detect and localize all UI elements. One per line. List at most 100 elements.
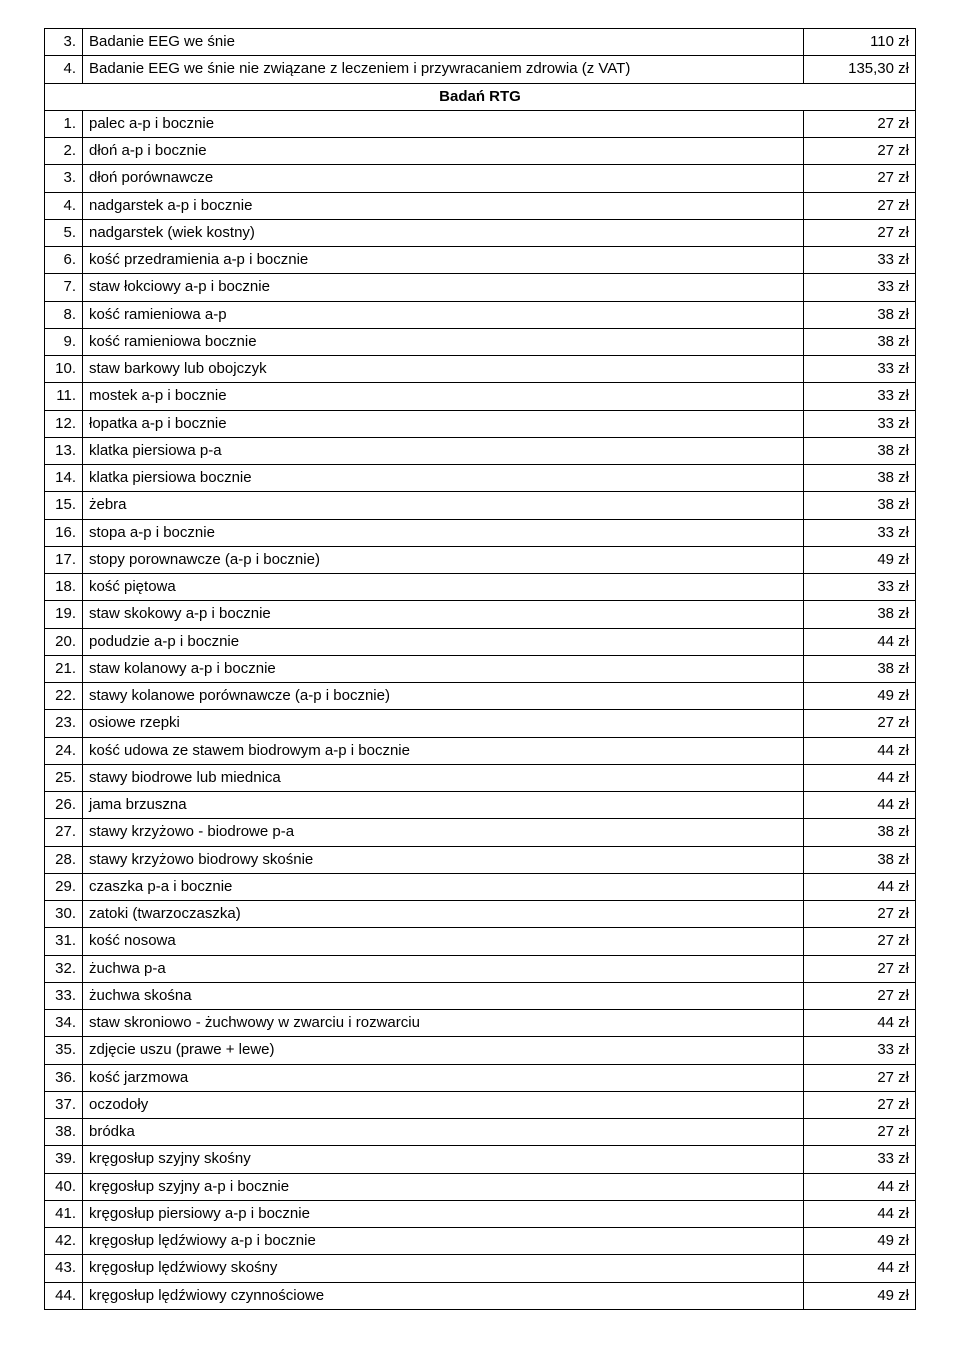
- price-table-body: 3.Badanie EEG we śnie110 zł4.Badanie EEG…: [45, 29, 916, 1310]
- table-row: 1.palec a-p i bocznie27 zł: [45, 110, 916, 137]
- row-description: oczodoły: [83, 1091, 804, 1118]
- row-number: 37.: [45, 1091, 83, 1118]
- row-price: 38 zł: [804, 655, 916, 682]
- table-row: 11.mostek a-p i bocznie33 zł: [45, 383, 916, 410]
- row-price: 49 zł: [804, 683, 916, 710]
- row-description: jama brzuszna: [83, 792, 804, 819]
- table-row: 24.kość udowa ze stawem biodrowym a-p i …: [45, 737, 916, 764]
- row-price: 27 zł: [804, 982, 916, 1009]
- row-number: 16.: [45, 519, 83, 546]
- row-description: kość przedramienia a-p i bocznie: [83, 247, 804, 274]
- table-row: 27.stawy krzyżowo - biodrowe p-a38 zł: [45, 819, 916, 846]
- row-description: osiowe rzepki: [83, 710, 804, 737]
- row-description: staw skokowy a-p i bocznie: [83, 601, 804, 628]
- row-price: 44 zł: [804, 1010, 916, 1037]
- row-price: 44 zł: [804, 737, 916, 764]
- row-description: żuchwa skośna: [83, 982, 804, 1009]
- table-row: Badań RTG: [45, 83, 916, 110]
- row-price: 27 zł: [804, 219, 916, 246]
- row-number: 31.: [45, 928, 83, 955]
- row-price: 33 zł: [804, 356, 916, 383]
- row-price: 44 zł: [804, 1255, 916, 1282]
- row-number: 39.: [45, 1146, 83, 1173]
- row-price: 27 zł: [804, 710, 916, 737]
- row-price: 27 zł: [804, 955, 916, 982]
- row-number: 8.: [45, 301, 83, 328]
- row-number: 25.: [45, 764, 83, 791]
- row-number: 18.: [45, 574, 83, 601]
- row-number: 19.: [45, 601, 83, 628]
- row-price: 44 zł: [804, 792, 916, 819]
- row-description: kręgosłup szyjny a-p i bocznie: [83, 1173, 804, 1200]
- row-description: palec a-p i bocznie: [83, 110, 804, 137]
- row-price: 38 zł: [804, 301, 916, 328]
- row-price: 38 zł: [804, 846, 916, 873]
- row-price: 27 zł: [804, 1064, 916, 1091]
- table-row: 42.kręgosłup lędźwiowy a-p i bocznie49 z…: [45, 1228, 916, 1255]
- table-row: 17.stopy porownawcze (a-p i bocznie)49 z…: [45, 546, 916, 573]
- row-description: kość jarzmowa: [83, 1064, 804, 1091]
- row-description: klatka piersiowa p-a: [83, 437, 804, 464]
- row-price: 33 zł: [804, 1037, 916, 1064]
- row-description: staw barkowy lub obojczyk: [83, 356, 804, 383]
- row-description: stawy krzyżowo - biodrowe p-a: [83, 819, 804, 846]
- row-number: 26.: [45, 792, 83, 819]
- table-row: 44.kręgosłup lędźwiowy czynnościowe49 zł: [45, 1282, 916, 1309]
- table-row: 25.stawy biodrowe lub miednica44 zł: [45, 764, 916, 791]
- table-row: 3.Badanie EEG we śnie110 zł: [45, 29, 916, 56]
- row-description: kość ramieniowa a-p: [83, 301, 804, 328]
- row-description: dłoń a-p i bocznie: [83, 138, 804, 165]
- price-table: 3.Badanie EEG we śnie110 zł4.Badanie EEG…: [44, 28, 916, 1310]
- row-number: 4.: [45, 192, 83, 219]
- row-number: 22.: [45, 683, 83, 710]
- row-description: podudzie a-p i bocznie: [83, 628, 804, 655]
- section-header: Badań RTG: [45, 83, 916, 110]
- row-number: 34.: [45, 1010, 83, 1037]
- table-row: 19.staw skokowy a-p i bocznie38 zł: [45, 601, 916, 628]
- table-row: 18.kość piętowa33 zł: [45, 574, 916, 601]
- row-number: 33.: [45, 982, 83, 1009]
- row-number: 9.: [45, 328, 83, 355]
- row-number: 35.: [45, 1037, 83, 1064]
- row-price: 33 zł: [804, 247, 916, 274]
- row-price: 44 zł: [804, 1200, 916, 1227]
- table-row: 34.staw skroniowo - żuchwowy w zwarciu i…: [45, 1010, 916, 1037]
- row-description: staw skroniowo - żuchwowy w zwarciu i ro…: [83, 1010, 804, 1037]
- table-row: 37.oczodoły27 zł: [45, 1091, 916, 1118]
- table-row: 22.stawy kolanowe porównawcze (a-p i boc…: [45, 683, 916, 710]
- row-description: kręgosłup lędźwiowy czynnościowe: [83, 1282, 804, 1309]
- row-number: 3.: [45, 165, 83, 192]
- row-description: nadgarstek a-p i bocznie: [83, 192, 804, 219]
- table-row: 3.dłoń porównawcze27 zł: [45, 165, 916, 192]
- table-row: 4.nadgarstek a-p i bocznie27 zł: [45, 192, 916, 219]
- row-price: 33 zł: [804, 274, 916, 301]
- row-price: 49 zł: [804, 546, 916, 573]
- row-description: dłoń porównawcze: [83, 165, 804, 192]
- row-price: 27 zł: [804, 110, 916, 137]
- row-description: bródka: [83, 1119, 804, 1146]
- table-row: 13.klatka piersiowa p-a38 zł: [45, 437, 916, 464]
- row-description: stopa a-p i bocznie: [83, 519, 804, 546]
- row-description: kość ramieniowa bocznie: [83, 328, 804, 355]
- row-description: czaszka p-a i bocznie: [83, 873, 804, 900]
- table-row: 5.nadgarstek (wiek kostny)27 zł: [45, 219, 916, 246]
- row-price: 44 zł: [804, 873, 916, 900]
- table-row: 32.żuchwa p-a27 zł: [45, 955, 916, 982]
- table-row: 41.kręgosłup piersiowy a-p i bocznie44 z…: [45, 1200, 916, 1227]
- row-number: 12.: [45, 410, 83, 437]
- row-number: 11.: [45, 383, 83, 410]
- row-number: 5.: [45, 219, 83, 246]
- table-row: 4.Badanie EEG we śnie nie związane z lec…: [45, 56, 916, 83]
- row-price: 44 zł: [804, 1173, 916, 1200]
- row-number: 38.: [45, 1119, 83, 1146]
- table-row: 36.kość jarzmowa27 zł: [45, 1064, 916, 1091]
- table-row: 9.kość ramieniowa bocznie38 zł: [45, 328, 916, 355]
- row-price: 27 zł: [804, 928, 916, 955]
- row-description: stopy porownawcze (a-p i bocznie): [83, 546, 804, 573]
- table-row: 15.żebra38 zł: [45, 492, 916, 519]
- row-description: stawy kolanowe porównawcze (a-p i boczni…: [83, 683, 804, 710]
- table-row: 33.żuchwa skośna27 zł: [45, 982, 916, 1009]
- row-number: 20.: [45, 628, 83, 655]
- row-price: 38 zł: [804, 601, 916, 628]
- row-description: kość piętowa: [83, 574, 804, 601]
